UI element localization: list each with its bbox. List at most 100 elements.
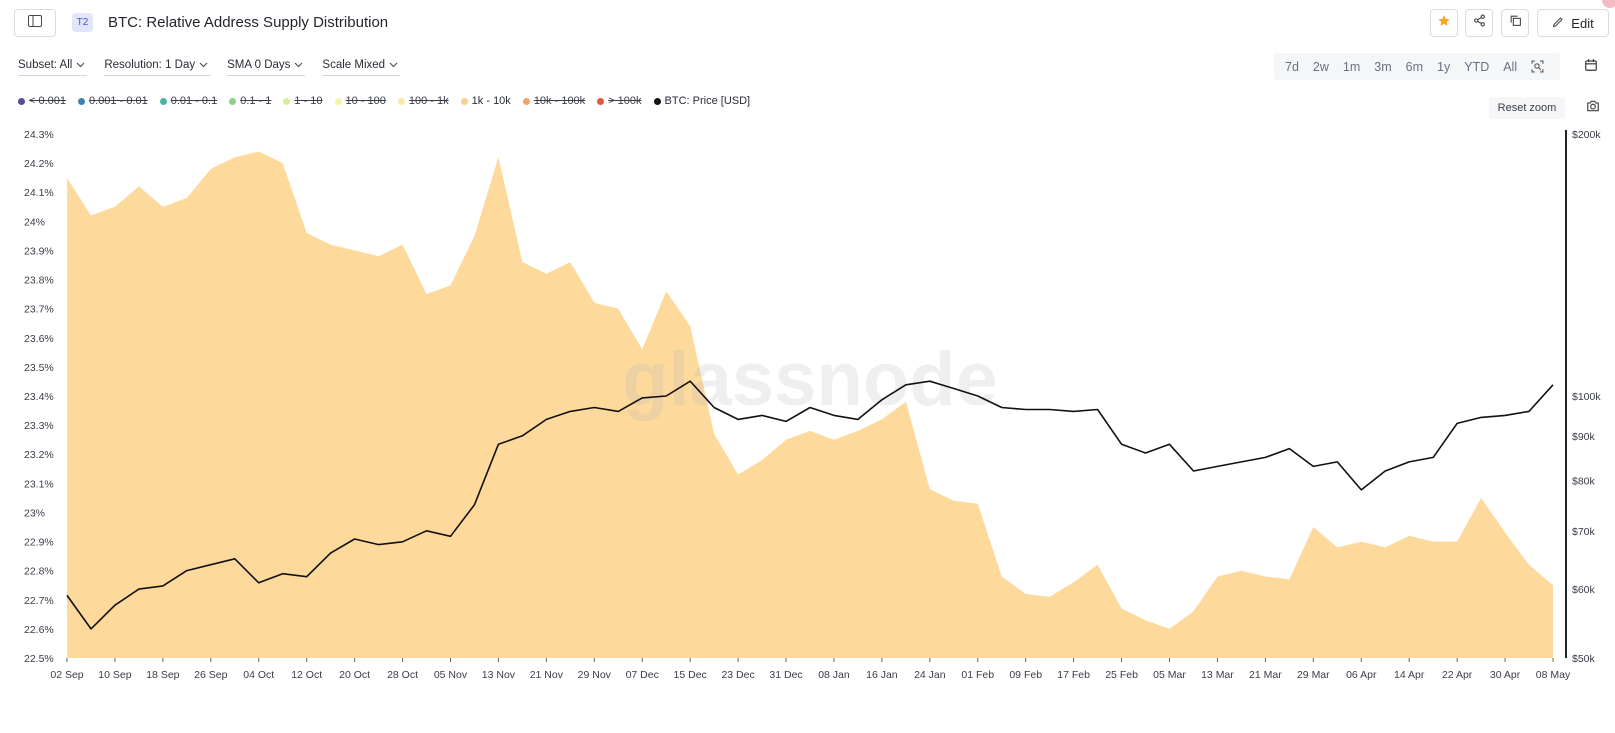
y-left-tick-label: 23.9%	[24, 245, 54, 257]
x-tick-label: 08 May	[1536, 669, 1571, 681]
x-tick-label: 05 Nov	[434, 669, 468, 681]
legend-label: 0.001 - 0.01	[89, 95, 148, 107]
subset-label: Subset: All	[18, 59, 73, 71]
y-right-tick-label: $200k	[1572, 129, 1601, 141]
scale-dropdown[interactable]: Scale Mixed	[322, 58, 401, 76]
legend-swatch	[460, 97, 468, 105]
range-2w[interactable]: 2w	[1312, 59, 1329, 74]
y-right-tick-label: $100k	[1572, 391, 1601, 403]
legend-label: BTC: Price [USD]	[664, 95, 751, 107]
subset-dropdown[interactable]: Subset: All	[18, 58, 88, 76]
y-right-tick-label: $80k	[1572, 475, 1596, 487]
share-button[interactable]	[1465, 9, 1493, 37]
x-tick-label: 20 Oct	[339, 669, 370, 681]
favorite-button[interactable]	[1430, 9, 1458, 37]
x-tick-label: 26 Sep	[194, 669, 227, 681]
legend-item[interactable]: 1 - 10	[283, 95, 323, 107]
y-left-tick-label: 24.2%	[24, 158, 54, 170]
legend-item[interactable]: 0.001 - 0.01	[78, 95, 148, 107]
x-tick-label: 28 Oct	[387, 669, 418, 681]
x-tick-label: 13 Nov	[482, 669, 516, 681]
x-tick-label: 18 Sep	[146, 669, 179, 681]
y-left-tick-label: 23%	[24, 507, 45, 519]
x-tick-label: 29 Nov	[578, 669, 612, 681]
y-left-tick-label: 23.5%	[24, 362, 54, 374]
legend-swatch	[597, 97, 605, 105]
legend-label: 10 - 100	[345, 95, 386, 107]
sma-dropdown[interactable]: SMA 0 Days	[227, 58, 306, 76]
legend-item[interactable]: < 0.001	[18, 95, 66, 107]
legend-label: 1 - 10	[294, 95, 323, 107]
y-left-tick-label: 22.9%	[24, 537, 54, 549]
x-tick-label: 25 Feb	[1105, 669, 1138, 681]
legend-swatch	[159, 97, 167, 105]
range-all[interactable]: All	[1503, 59, 1518, 74]
chart-canvas[interactable]: glassnode 24.3% 24.2% 24.1% 24% 23.9% 23.8% 23…	[0, 120, 1615, 710]
x-tick-label: 07 Dec	[626, 669, 659, 681]
resolution-dropdown[interactable]: Resolution: 1 Day	[104, 58, 211, 76]
y-left-tick-label: 24.1%	[24, 187, 54, 199]
legend-item[interactable]: 0.1 - 1	[229, 95, 271, 107]
zoom-select-icon[interactable]	[1524, 53, 1550, 80]
x-tick-label: 10 Sep	[98, 669, 131, 681]
screenshot-button[interactable]	[1583, 99, 1603, 117]
legend-label: 10k - 100k	[533, 95, 586, 107]
x-tick-label: 31 Dec	[769, 669, 802, 681]
sma-label: SMA 0 Days	[227, 59, 291, 71]
legend-swatch	[522, 97, 530, 105]
range-7d[interactable]: 7d	[1285, 59, 1299, 74]
legend-swatch	[229, 97, 237, 105]
calendar-icon	[1584, 58, 1598, 77]
duplicate-button[interactable]	[1501, 9, 1529, 37]
notification-dot	[1602, 0, 1615, 8]
y-left-tick-label: 23.4%	[24, 391, 54, 403]
chevron-down-icon	[199, 59, 208, 71]
legend-label: 100 - 1k	[408, 95, 449, 107]
calendar-button[interactable]	[1579, 55, 1603, 79]
range-1y[interactable]: 1y	[1437, 59, 1451, 74]
x-tick-label: 17 Feb	[1057, 669, 1090, 681]
range-1m[interactable]: 1m	[1342, 59, 1361, 74]
legend-item[interactable]: BTC: Price [USD]	[653, 95, 751, 107]
legend-item[interactable]: 100 - 1k	[397, 95, 449, 107]
x-tick-label: 15 Dec	[674, 669, 707, 681]
x-tick-label: 22 Apr	[1442, 669, 1473, 681]
legend-item[interactable]: 1k - 10k	[460, 95, 511, 107]
y-left-tick-label: 23.6%	[24, 333, 54, 345]
tier-badge: T2	[72, 13, 93, 32]
x-tick-label: 21 Nov	[530, 669, 564, 681]
watermark: glassnode	[622, 337, 998, 422]
sidebar-toggle-button[interactable]	[14, 9, 56, 37]
range-ytd[interactable]: YTD	[1464, 59, 1490, 74]
legend-swatch	[397, 97, 405, 105]
series-area-1k-10k	[67, 151, 1553, 658]
range-3m[interactable]: 3m	[1374, 59, 1392, 74]
x-tick-label: 21 Mar	[1249, 669, 1282, 681]
x-tick-label: 14 Apr	[1394, 669, 1425, 681]
x-tick-label: 13 Mar	[1201, 669, 1234, 681]
range-6m[interactable]: 6m	[1405, 59, 1424, 74]
y-left-tick-label: 22.8%	[24, 566, 54, 578]
y-left-tick-label: 22.7%	[24, 595, 54, 607]
x-tick-label: 16 Jan	[866, 669, 898, 681]
chevron-down-icon	[76, 59, 85, 71]
x-tick-label: 24 Jan	[914, 669, 946, 681]
legend-item[interactable]: 10k - 100k	[522, 95, 586, 107]
chart-legend: < 0.001 0.001 - 0.01 0.01 - 0.1 0.1 - 1 1 - …	[18, 95, 750, 107]
y-left-tick-label: 24.3%	[24, 129, 54, 141]
legend-swatch	[334, 97, 342, 105]
y-left-tick-label: 23.1%	[24, 478, 54, 490]
legend-item[interactable]: > 100k	[597, 95, 642, 107]
legend-item[interactable]: 10 - 100	[334, 95, 386, 107]
legend-label: > 100k	[608, 95, 642, 107]
resolution-label: Resolution: 1 Day	[104, 59, 196, 71]
reset-zoom-button[interactable]: Reset zoom	[1489, 97, 1565, 119]
chevron-down-icon	[294, 59, 303, 71]
legend-item[interactable]: 0.01 - 0.1	[159, 95, 217, 107]
chevron-down-icon	[389, 59, 398, 71]
page-title: BTC: Relative Address Supply Distributio…	[108, 14, 389, 31]
x-tick-label: 06 Apr	[1346, 669, 1377, 681]
legend-label: < 0.001	[29, 95, 67, 107]
x-tick-label: 23 Dec	[721, 669, 754, 681]
edit-button[interactable]: Edit	[1537, 9, 1609, 37]
